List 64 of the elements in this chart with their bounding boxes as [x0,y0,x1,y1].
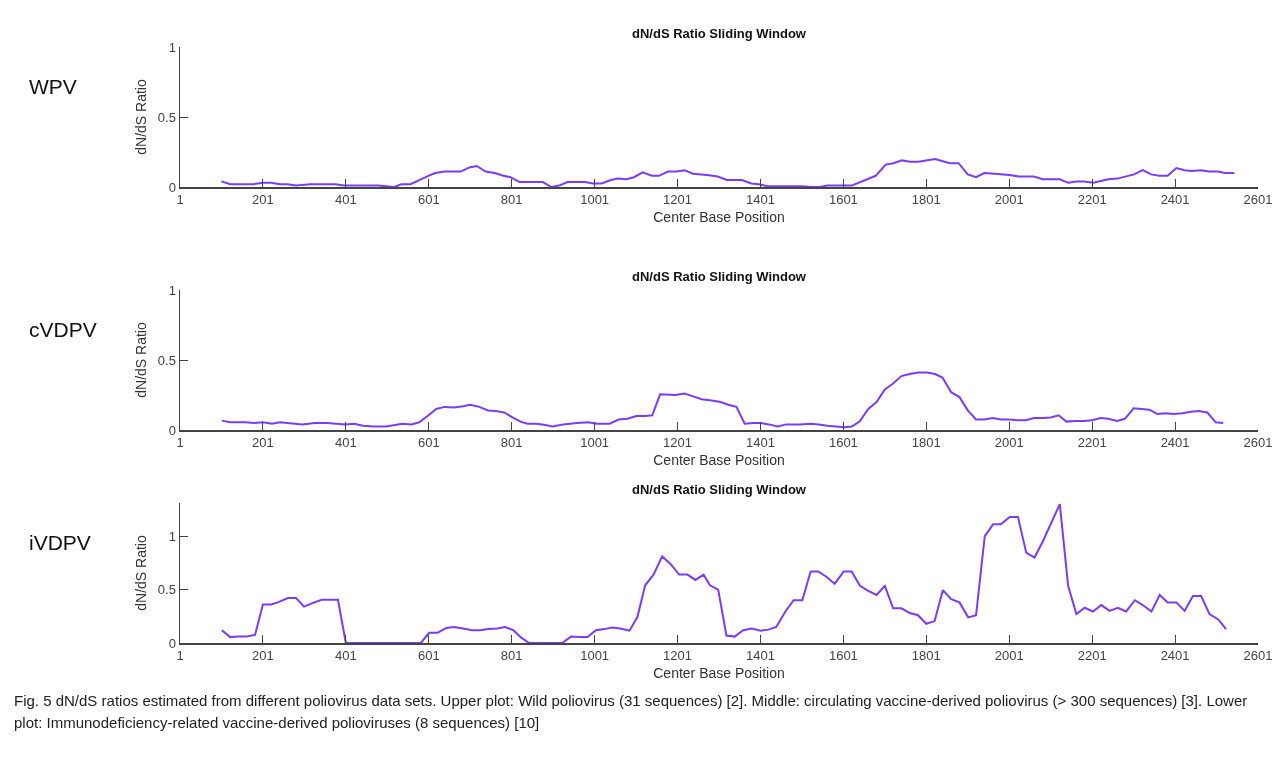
x-tick-label: 1401 [746,192,775,208]
chart-title: dN/dS Ratio Sliding Window [632,25,807,41]
x-tick-label: 1401 [746,648,775,664]
y-tick-label: 0.5 [157,109,176,125]
x-tick-label: 801 [500,435,523,451]
y-tick-label: 1 [168,528,176,544]
x-tick-label: 1801 [911,435,941,451]
x-tick-label: 1601 [828,192,858,208]
chart-title: dN/dS Ratio Sliding Window [632,268,807,284]
y-tick-label: 0.5 [157,352,176,368]
line-series [220,503,1228,643]
x-tick-label: 1601 [828,435,858,451]
y-tick-label: 1 [168,39,176,55]
x-tick-label: 2601 [1243,648,1273,664]
chart-title: dN/dS Ratio Sliding Window [632,481,807,497]
line-series [220,371,1225,429]
x-axis-title: Center Base Position [653,209,785,226]
x-tick-label: 2201 [1077,435,1107,451]
x-tick-label: 1401 [746,435,775,451]
x-tick-label: 401 [335,192,357,208]
x-tick-label: 801 [500,192,523,208]
x-tick-label: 2201 [1077,648,1107,664]
text: cVDPV [29,318,97,341]
x-tick-label: 2401 [1160,435,1190,451]
x-tick-label: 201 [252,435,274,451]
x-axis-title: Center Base Position [653,665,785,682]
x-axis-title: Center Base Position [653,452,785,469]
y-tick-label: 0 [168,422,176,438]
x-tick-label: 601 [417,435,440,451]
x-tick-label: 1801 [911,648,941,664]
y-tick-label: 0 [168,179,176,195]
x-tick-label: 601 [417,192,440,208]
x-tick-label: 1201 [663,648,692,664]
x-tick-label: 601 [417,648,440,664]
x-tick-label: 1601 [828,648,858,664]
x-tick-label: 801 [500,648,523,664]
y-tick-label: 1 [168,282,176,298]
x-tick-label: 2401 [1160,648,1190,664]
y-axis-title: dN/dS Ratio [132,322,149,398]
y-tick-label: 0 [168,635,176,651]
x-tick-label: 201 [252,192,274,208]
y-axis-title: dN/dS Ratio [132,535,149,611]
x-tick-label: 1201 [663,435,692,451]
y-tick-label: 0.5 [157,582,176,598]
x-tick-label: 1801 [911,192,941,208]
x-tick-label: 2001 [994,648,1024,664]
x-tick-label: 2201 [1077,192,1107,208]
x-tick-label: 1001 [580,648,610,664]
text: WPV [29,75,77,98]
x-tick-label: 201 [252,648,274,664]
line-series [220,158,1236,187]
x-tick-label: 2601 [1243,435,1273,451]
caption: Fig. 5 dN/dS ratios estimated from different poliovirus data sets. Upper plot: Wild poliovirus (31 sequences) [2]. Middle: circulating vaccine-derived poliovirus (> 300 sequences) [3]. Lower plot: Immunodeficiency-related vaccine-derived polioviruses (8 sequences) [10] [14,691,1249,733]
x-tick-label: 1201 [663,192,692,208]
x-tick-label: 2601 [1243,192,1273,208]
y-axis-title: dN/dS Ratio [132,79,149,155]
x-tick-label: 401 [335,435,357,451]
text: iVDPV [29,531,91,554]
x-tick-label: 2401 [1160,192,1190,208]
x-tick-label: 1001 [580,192,610,208]
x-tick-label: 2001 [994,435,1024,451]
x-tick-label: 2001 [994,192,1024,208]
x-tick-label: 401 [335,648,357,664]
x-tick-label: 1001 [580,435,610,451]
